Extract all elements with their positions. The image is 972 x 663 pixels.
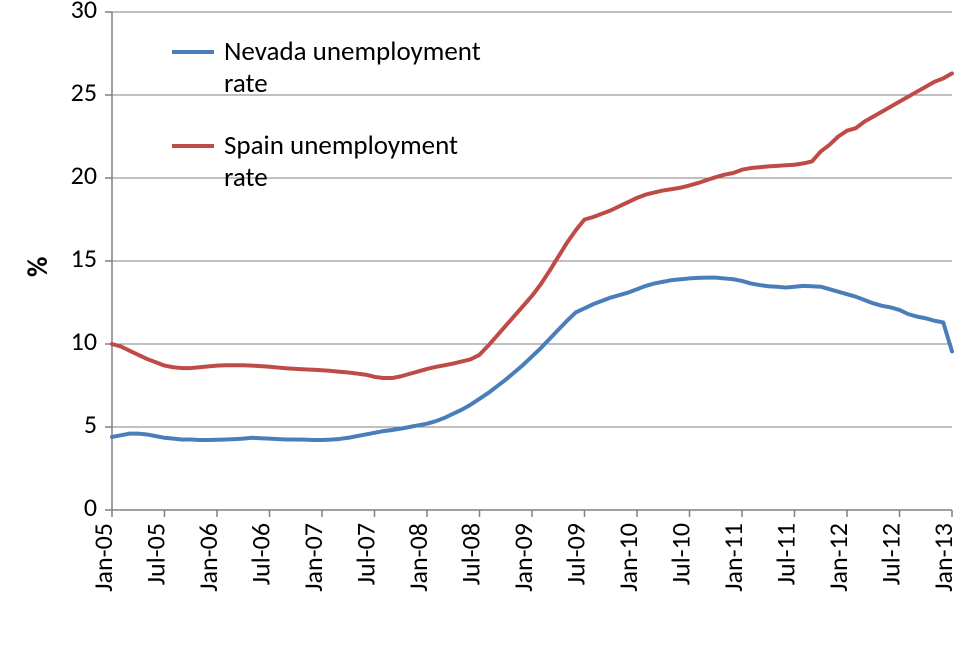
x-tick-label: Jul-10 [665, 523, 697, 585]
y-tick-label: 15 [71, 242, 97, 274]
y-tick-label: 10 [71, 325, 97, 357]
y-tick-label: 0 [84, 491, 97, 523]
x-tick-label: Jan-10 [612, 523, 644, 592]
x-tick-label: Jan-06 [192, 523, 224, 592]
series-line-nevada [112, 278, 952, 440]
x-tick-label: Jul-08 [455, 523, 487, 585]
y-tick-label: 25 [71, 76, 97, 108]
x-tick-label: Jul-06 [245, 523, 277, 585]
x-tick-label: Jul-09 [560, 523, 592, 585]
x-tick-label: Jan-12 [822, 523, 854, 592]
x-tick-label: Jan-13 [927, 523, 959, 592]
x-tick-label: Jul-05 [140, 523, 172, 585]
x-tick-label: Jan-09 [507, 523, 539, 592]
chart-container: 0 5 10 15 20 25 30 Jan-05 Jul-05 Jan-06 Jul-06 Jan-… [0, 0, 972, 663]
x-tick-label: Jul-11 [770, 523, 802, 585]
x-tick-label: Jan-08 [402, 523, 434, 592]
y-tick-label: 30 [71, 0, 97, 25]
x-tick-label: Jul-07 [350, 523, 382, 585]
x-tick-label: Jan-07 [297, 523, 329, 592]
y-axis-title: % [20, 257, 55, 277]
x-tick-label: Jan-11 [717, 523, 749, 592]
y-tick-label: 5 [84, 408, 97, 440]
line-chart-svg: 0 5 10 15 20 25 30 Jan-05 Jul-05 Jan-06 Jul-06 Jan-… [0, 0, 972, 663]
x-tick-label: Jul-12 [875, 523, 907, 585]
y-tick-label: 20 [71, 159, 97, 191]
series-line-spain [112, 73, 952, 378]
x-tick-label: Jan-05 [87, 523, 119, 592]
